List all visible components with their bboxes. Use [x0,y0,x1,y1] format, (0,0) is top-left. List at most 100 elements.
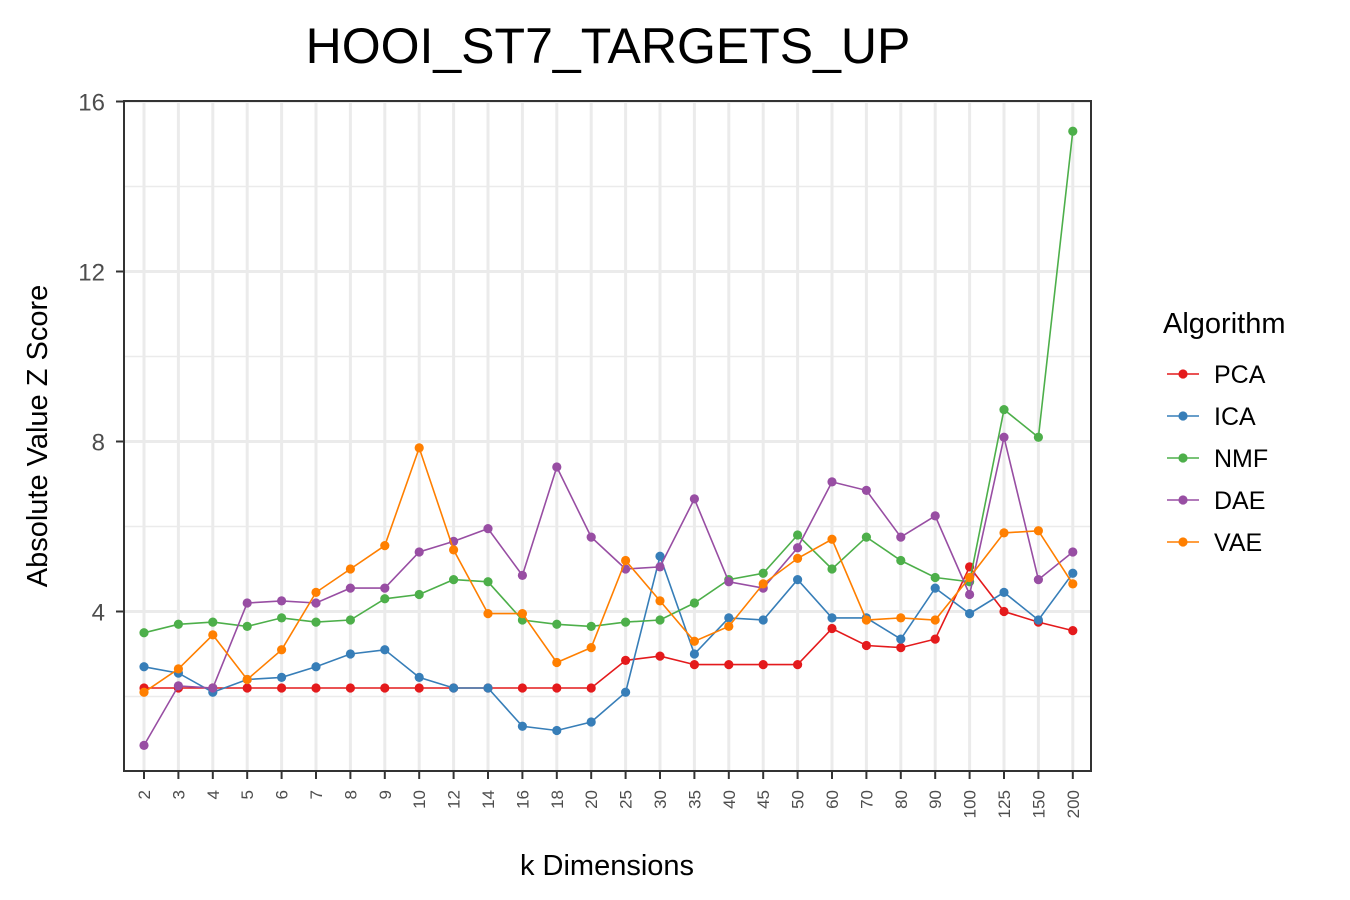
data-point-dae [139,740,149,750]
data-point-dae [1033,575,1043,585]
x-axis-title: k Dimensions [520,850,694,882]
data-point-vae [1033,526,1043,536]
data-point-dae [999,432,1009,442]
data-point-dae [277,596,287,606]
data-point-pca [414,683,424,693]
data-point-nmf [242,621,252,631]
x-tick-label: 25 [617,790,636,809]
data-point-vae [345,564,355,574]
data-point-vae [449,545,459,555]
data-point-nmf [414,589,424,600]
data-point-pca [827,623,837,634]
x-tick-label: 45 [754,790,773,809]
data-point-dae [414,547,424,557]
data-point-pca [311,683,321,693]
data-point-dae [208,683,218,693]
x-tick-label: 8 [341,790,360,799]
data-point-ica [483,683,493,693]
data-point-vae [208,630,218,640]
x-tick-label: 7 [307,790,326,799]
data-point-ica [1068,568,1078,578]
data-point-ica [724,613,734,623]
data-point-ica [621,687,631,697]
legend-item-dae: DAE [1167,487,1265,515]
y-tick-label: 12 [78,260,105,287]
data-point-vae [999,528,1009,538]
data-point-dae [896,532,906,542]
data-point-vae [689,636,700,646]
data-point-dae [861,485,872,495]
data-point-vae [552,657,562,668]
x-tick-label: 80 [892,790,911,809]
data-point-dae [724,577,734,587]
x-tick-label: 100 [961,790,980,818]
legend-key-point [1178,537,1188,547]
series-line-nmf [143,131,1074,634]
x-tick-label: 18 [548,790,567,809]
legend-label: NMF [1214,445,1268,473]
series-vae [139,443,1078,697]
data-point-vae [139,687,149,697]
data-point-pca [242,683,252,693]
data-point-vae [930,615,940,625]
data-point-nmf [896,555,906,566]
data-point-pca [1068,626,1078,636]
data-point-dae [930,511,940,521]
data-point-vae [827,534,837,544]
data-point-dae [345,583,355,593]
chart-title: HOOI_ST7_TARGETS_UP [306,18,911,74]
data-point-vae [861,615,872,625]
data-point-nmf [1033,432,1043,442]
x-tick-label: 9 [376,790,395,799]
data-point-pca [621,655,631,665]
data-point-pca [517,683,528,693]
data-point-pca [999,606,1009,617]
data-point-nmf [793,530,803,540]
data-point-ica [793,575,803,585]
y-axis-title: Absolute Value Z Score [22,285,54,588]
x-tick-label: 20 [582,790,601,809]
data-point-ica [758,615,768,625]
data-point-ica [896,634,906,644]
data-point-ica [517,721,528,731]
x-tick-label: 10 [410,790,429,809]
data-point-ica [380,645,390,655]
y-tick-label: 4 [92,600,105,627]
y-tick-label: 8 [92,430,105,457]
data-point-dae [1068,547,1078,557]
data-point-dae [965,589,975,600]
legend-key-point [1178,369,1188,379]
data-point-ica [999,587,1009,597]
series-dae [139,432,1078,750]
x-tick-label: 60 [823,790,842,809]
x-tick-label: 14 [479,790,498,809]
data-point-ica [930,583,940,593]
data-point-nmf [277,613,287,623]
data-point-ica [277,672,287,682]
data-point-pca [724,660,734,670]
x-tick-label: 2 [135,790,154,799]
data-point-nmf [1068,126,1078,136]
x-tick-label: 30 [651,790,670,809]
data-point-nmf [621,617,631,627]
data-point-pca [552,683,562,693]
legend-key-point [1178,495,1188,505]
data-point-ica [552,725,562,736]
data-point-nmf [861,532,872,542]
data-point-vae [1068,579,1078,589]
data-point-vae [277,645,287,655]
x-tick-label: 5 [238,790,257,799]
data-point-vae [758,579,768,589]
series-layer [139,126,1078,750]
data-point-nmf [345,615,355,625]
data-point-dae [552,462,562,472]
data-point-nmf [827,564,837,574]
data-point-pca [930,634,940,644]
data-point-vae [724,621,734,631]
legend-title: Algorithm [1163,308,1286,340]
data-point-vae [414,443,424,453]
data-point-nmf [689,598,700,608]
data-point-nmf [552,619,562,629]
data-point-nmf [449,575,459,585]
